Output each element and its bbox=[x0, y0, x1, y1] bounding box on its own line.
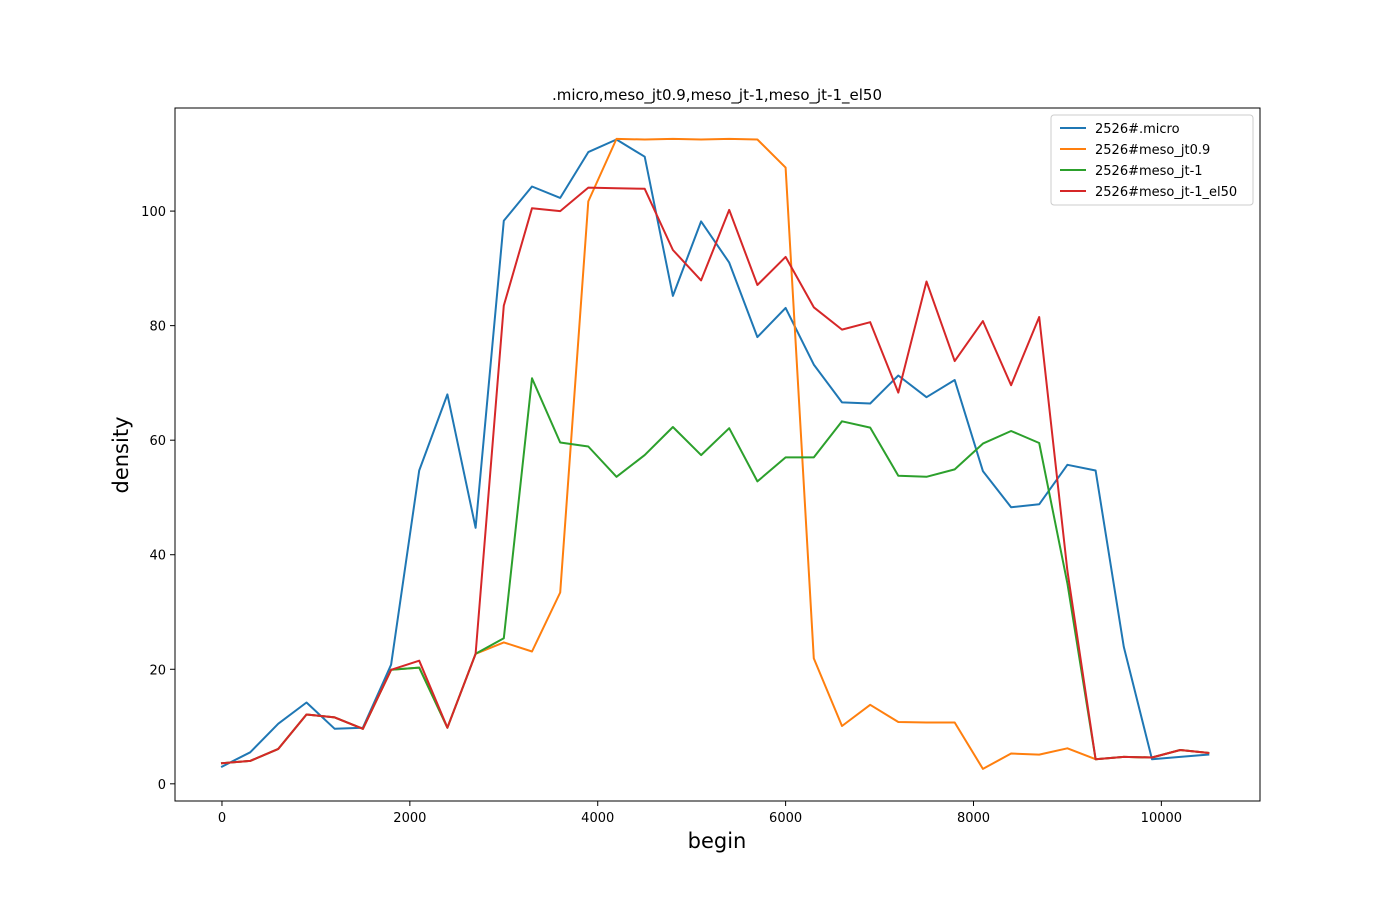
x-tick-label: 0 bbox=[218, 811, 226, 826]
y-tick-label: 80 bbox=[149, 320, 166, 335]
y-axis-label: density bbox=[109, 417, 133, 494]
x-tick-label: 4000 bbox=[581, 811, 614, 826]
x-axis-label: begin bbox=[688, 829, 747, 853]
plot-area bbox=[220, 137, 1210, 770]
series-line-4 bbox=[220, 186, 1210, 765]
x-tick-label: 10000 bbox=[1141, 811, 1182, 826]
series-line-2 bbox=[220, 137, 1210, 770]
legend-entry-4: 2526#meso_jt-1_el50 bbox=[1095, 185, 1237, 200]
legend-entry-3: 2526#meso_jt-1 bbox=[1095, 164, 1203, 179]
legend: 2526#.micro 2526#meso_jt0.9 2526#meso_jt-1… bbox=[1050, 114, 1254, 206]
x-tick-label: 6000 bbox=[769, 811, 802, 826]
chart-title: .micro,meso_jt0.9,meso_jt-1,meso_jt-1_el… bbox=[552, 86, 882, 105]
y-tick-label: 20 bbox=[149, 663, 166, 678]
axes: 0 2000 4000 6000 8000 10000 0 20 40 60 80 100 bbox=[141, 107, 1261, 826]
y-tick-label: 0 bbox=[158, 778, 166, 793]
x-tick-label: 2000 bbox=[393, 811, 426, 826]
y-tick-label: 100 bbox=[141, 205, 166, 220]
series-line-1 bbox=[220, 138, 1210, 768]
y-tick-label: 60 bbox=[149, 434, 166, 449]
legend-box bbox=[1050, 114, 1254, 206]
y-tick-label: 40 bbox=[149, 549, 166, 564]
legend-entry-2: 2526#meso_jt0.9 bbox=[1095, 143, 1210, 158]
plot-frame bbox=[174, 107, 1261, 802]
x-tick-label: 8000 bbox=[957, 811, 990, 826]
series-line-3 bbox=[220, 377, 1210, 765]
legend-entry-1: 2526#.micro bbox=[1095, 122, 1180, 137]
